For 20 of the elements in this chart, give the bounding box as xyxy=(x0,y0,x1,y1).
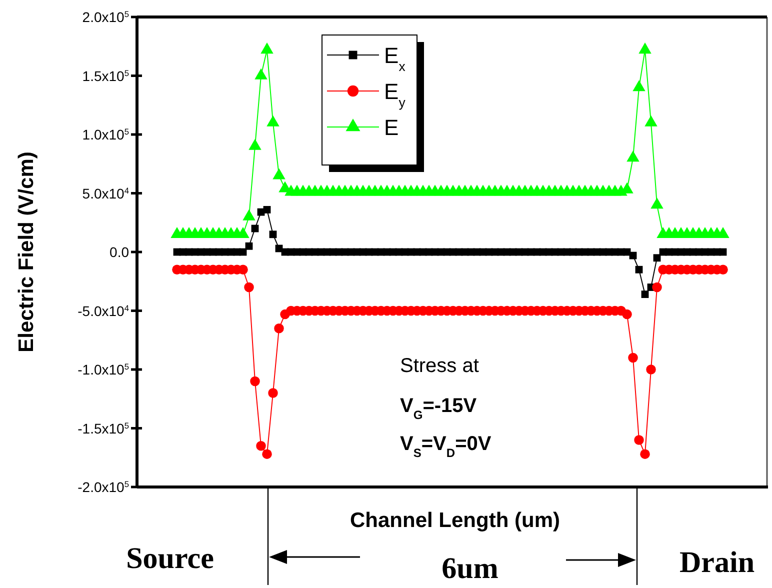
text: Drain xyxy=(680,546,755,579)
annotation: V$_{G}$=-15V xyxy=(400,395,478,422)
text: 6um xyxy=(442,552,498,585)
y-tick-label: 5.0x10$^{4}$ xyxy=(82,185,130,202)
text: Source xyxy=(126,542,214,575)
y-tick-label: -1.5x10$^{5}$ xyxy=(78,420,130,436)
y-tick-label: -2.0x10$^{5}$ xyxy=(78,479,130,495)
legend-label: E xyxy=(384,115,399,140)
annotation: Stress at xyxy=(400,355,480,377)
y-tick-label: -1.0x10$^{5}$ xyxy=(78,362,130,378)
y-tick-label: 2.0x10$^{5}$ xyxy=(82,9,130,25)
annotation: V$_{S}$=V$_{D}$=0V xyxy=(400,433,492,460)
x-axis-title: Channel Length (um) xyxy=(350,509,560,532)
y-tick-label: 1.5x10$^{5}$ xyxy=(82,68,130,84)
y-tick-label: 0.0 xyxy=(110,244,130,260)
y-axis-title: Electric Field (V/cm) xyxy=(15,152,38,352)
y-tick-label: 1.0x10$^{5}$ xyxy=(82,126,130,142)
legend-label: E$_{y}$ xyxy=(384,79,406,110)
y-tick-label: -5.0x10$^{4}$ xyxy=(78,302,130,319)
legend-label: E$_{x}$ xyxy=(384,43,406,74)
